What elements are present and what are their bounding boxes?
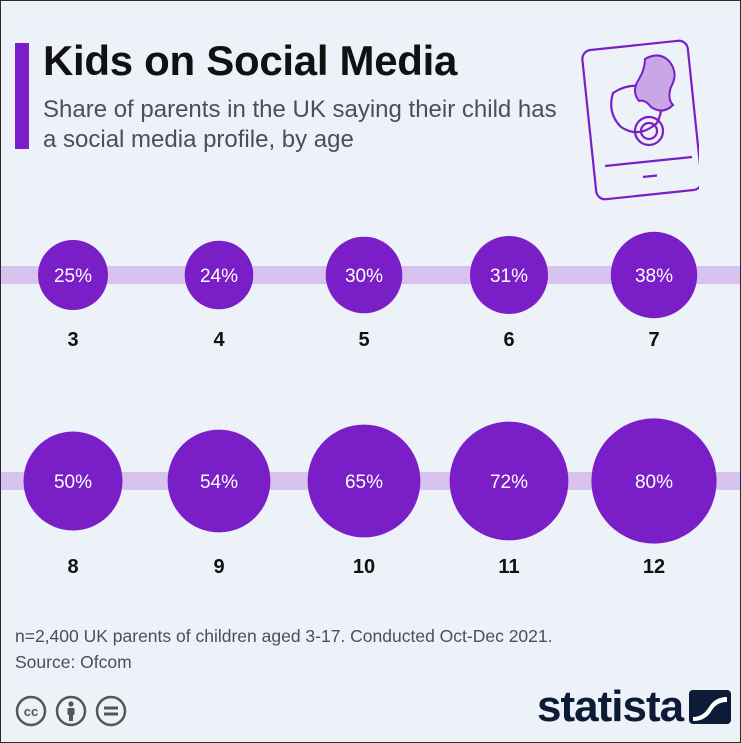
attribution-icon[interactable] [55, 695, 87, 727]
bubble [591, 418, 717, 544]
bubble-value-label: 38% [635, 266, 673, 287]
smartphone-pacifier-icon [581, 39, 699, 201]
bubble-value-label: 72% [490, 472, 528, 493]
age-label: 3 [67, 329, 78, 351]
bubble [610, 231, 698, 319]
bubble-value-label: 50% [54, 472, 92, 493]
age-label: 12 [643, 556, 665, 578]
creative-commons-icon[interactable]: cc [15, 695, 47, 727]
age-label: 4 [213, 329, 225, 351]
bubble-value-label: 80% [635, 472, 673, 493]
sample-note: n=2,400 UK parents of children aged 3-17… [15, 626, 553, 646]
page-title: Kids on Social Media [43, 37, 458, 84]
age-label: 11 [498, 556, 519, 578]
bubble [325, 236, 403, 314]
bubble-value-label: 24% [200, 266, 238, 287]
age-label: 9 [213, 556, 224, 578]
bubble-value-label: 54% [200, 472, 238, 493]
bubble-value-label: 30% [345, 266, 383, 287]
bubble [184, 240, 254, 310]
statista-logo[interactable]: statista [537, 682, 732, 731]
bubble-value-label: 31% [490, 266, 528, 287]
bubble-value-label: 65% [345, 472, 383, 493]
bubble [38, 240, 108, 310]
brand-wordmark: statista [537, 682, 684, 731]
age-label: 10 [353, 556, 375, 578]
bubble [470, 236, 548, 314]
svg-text:cc: cc [24, 704, 38, 719]
license-icons: cc [15, 695, 127, 727]
bubble-value-label: 25% [54, 266, 92, 287]
statista-mark-icon [689, 690, 732, 724]
source-note: Source: Ofcom [15, 652, 132, 672]
bubble [307, 424, 421, 538]
no-derivatives-icon[interactable] [95, 695, 127, 727]
bubble-chart: 25% 3 24% 4 30% 5 31% 6 38% 7 50% 8 54% 9 65% 10 72% 11 80… [1, 231, 740, 578]
bubble [449, 421, 569, 541]
age-label: 6 [503, 329, 514, 351]
bubble [23, 431, 123, 531]
bubble [167, 429, 271, 533]
age-label: 5 [358, 329, 369, 351]
footnote: n=2,400 UK parents of children aged 3-17… [15, 623, 553, 675]
age-label: 7 [648, 329, 659, 351]
age-label: 8 [67, 556, 78, 578]
page-subtitle: Share of parents in the UK saying their … [43, 96, 557, 153]
title-accent-bar [15, 43, 29, 149]
